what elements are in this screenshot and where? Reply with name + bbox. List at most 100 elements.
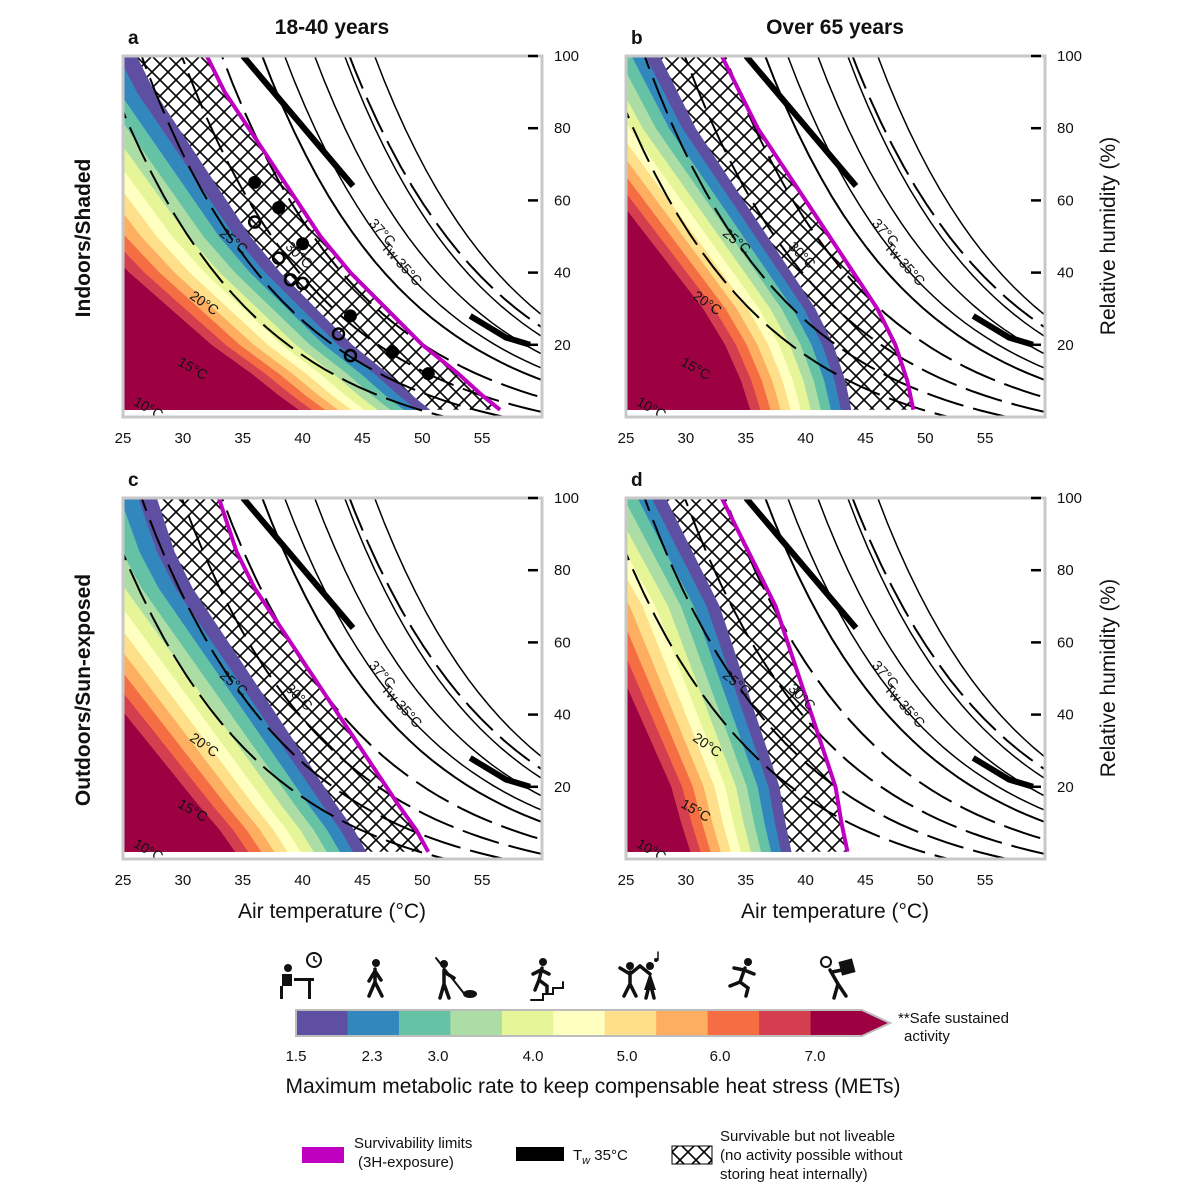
- x-tick-label: 30: [678, 430, 695, 447]
- legend-tw35-swatch: [516, 1147, 564, 1161]
- colorbar-segment-0: [296, 1010, 348, 1036]
- wet-bulb-curve-0: [626, 550, 954, 859]
- carrying-load-icon: [820, 956, 856, 1000]
- plot-frame: [624, 54, 1047, 419]
- wet-bulb-curve-4: [764, 498, 1045, 824]
- x-tick-label: 35: [737, 872, 754, 889]
- humidity-isoline-2: [846, 498, 1045, 780]
- survivability-line: [205, 56, 502, 412]
- humidity-isoline-1: [816, 56, 1045, 355]
- x-tick-label: 55: [977, 430, 994, 447]
- x-tick-label: 40: [294, 872, 311, 889]
- wet-bulb-curve-2: [683, 56, 1045, 413]
- x-tick-label: 25: [115, 872, 132, 889]
- legend-hatch-swatch: [671, 1145, 713, 1165]
- row-title-indoors: Indoors/Shaded: [72, 159, 95, 318]
- y-tick-label: 80: [554, 120, 571, 137]
- tw35-thick-line-upper: [240, 56, 356, 188]
- plot-frame: [121, 496, 544, 861]
- humidity-isoline-3: [373, 498, 542, 759]
- x-tick-label: 30: [175, 430, 192, 447]
- legend: Survivability limits (3H-exposure) Tw 35…: [302, 1128, 903, 1183]
- panel-d: 10°C15°C20°C25°C 30°C37°CTw 35°C25 30 35 40 4…: [618, 470, 1082, 889]
- x-tick-label: 55: [977, 872, 994, 889]
- humidity-isoline-2: [846, 56, 1045, 338]
- x-tick-label: 50: [414, 872, 431, 889]
- colorbar: 1.5 2.3 3.0 4.0 5.0 6.0 7.0: [286, 1009, 893, 1065]
- colorbar-segment-7: [656, 1010, 709, 1036]
- colorbar-segment-1: [347, 1010, 400, 1036]
- wet-bulb-curve-0: [123, 550, 451, 859]
- x-tick-label: 25: [115, 430, 132, 447]
- observation-open-1: [271, 251, 286, 265]
- wet-bulb-curve-1: [140, 56, 510, 417]
- legend-hatch-line2: (no activity possible without: [720, 1147, 903, 1164]
- colorbar-tick-label: 6.0: [710, 1048, 731, 1065]
- wet-bulb-curve-2: [180, 56, 542, 413]
- colorbar-tick-label: 4.0: [523, 1048, 544, 1065]
- x-tick-label: 40: [294, 430, 311, 447]
- walking-icon: [367, 959, 384, 998]
- tw35-thick-line-upper: [240, 498, 356, 630]
- y-tick-label: 100: [1057, 490, 1082, 507]
- tw35-thick-line-upper: [743, 56, 859, 188]
- x-tick-label: 35: [234, 430, 251, 447]
- x-tick-label: 30: [678, 872, 695, 889]
- wet-bulb-curve-3: [723, 498, 1045, 841]
- y-axis-title-d: Relative humidity (%): [1097, 579, 1120, 777]
- x-tick-label: 25: [618, 430, 635, 447]
- x-tick-label: 50: [917, 430, 934, 447]
- column-title-young: 18-40 years: [275, 16, 389, 39]
- legend-survivability-line1: Survivability limits: [354, 1135, 472, 1152]
- humidity-isoline-1: [313, 498, 542, 797]
- wet-bulb-curve-4: [261, 56, 542, 382]
- colorbar-segment-9: [759, 1010, 812, 1036]
- tw35-thick-line-lower: [971, 313, 1034, 348]
- colorbar-note-line1: **Safe sustained: [898, 1010, 1009, 1027]
- row-title-outdoors: Outdoors/Sun-exposed: [72, 574, 95, 806]
- survivability-line: [719, 56, 916, 411]
- x-tick-label: 40: [797, 430, 814, 447]
- wet-bulb-curve-1: [140, 498, 510, 859]
- legend-hatch-line3: storing heat internally): [720, 1166, 868, 1183]
- panel-b: 10°C15°C20°C25°C 30°C37°CTw 35°C25 30 35 40 4…: [618, 28, 1082, 447]
- y-tick-label: 40: [1057, 265, 1074, 282]
- y-tick-label: 20: [554, 337, 571, 354]
- colorbar-segment-6: [604, 1010, 657, 1036]
- colorbar-segment-10: [810, 1010, 863, 1036]
- x-tick-label: 45: [857, 872, 874, 889]
- observation-open-3: [295, 276, 310, 291]
- observation-open-4: [331, 327, 346, 341]
- y-tick-label: 100: [554, 48, 579, 65]
- y-tick-label: 60: [554, 634, 571, 651]
- x-tick-label: 55: [474, 430, 491, 447]
- humidity-isoline-3: [373, 56, 542, 317]
- humidity-isoline-3: [876, 56, 1045, 317]
- wet-bulb-curve-4: [764, 56, 1045, 382]
- column-title-old: Over 65 years: [766, 16, 904, 39]
- legend-tw35-label: Tw 35°C: [573, 1147, 628, 1167]
- x-tick-label: 45: [354, 872, 371, 889]
- colorbar-tick-label: 5.0: [617, 1048, 638, 1065]
- humidity-isoline-2: [343, 498, 542, 780]
- panel-letter: c: [128, 470, 139, 491]
- x-axis-title-c: Air temperature (°C): [238, 900, 426, 923]
- x-tick-label: 40: [797, 872, 814, 889]
- y-tick-label: 40: [1057, 707, 1074, 724]
- humidity-isoline-3: [876, 498, 1045, 759]
- x-tick-label: 45: [354, 430, 371, 447]
- x-tick-label: 35: [737, 430, 754, 447]
- legend-survivability-swatch: [302, 1147, 344, 1163]
- x-tick-label: 30: [175, 872, 192, 889]
- colorbar-tick-label: 3.0: [428, 1048, 449, 1065]
- y-tick-label: 100: [554, 490, 579, 507]
- activity-icons: [280, 951, 856, 1001]
- y-tick-label: 60: [1057, 634, 1074, 651]
- wet-bulb-curve-2: [683, 498, 1045, 855]
- colorbar-extend-arrow: [862, 1010, 890, 1036]
- colorbar-note-line2: activity: [904, 1028, 950, 1045]
- colorbar-segment-8: [707, 1010, 760, 1036]
- colorbar-tick-label: 7.0: [805, 1048, 826, 1065]
- y-tick-label: 20: [1057, 779, 1074, 796]
- wet-bulb-curve-2: [180, 498, 542, 855]
